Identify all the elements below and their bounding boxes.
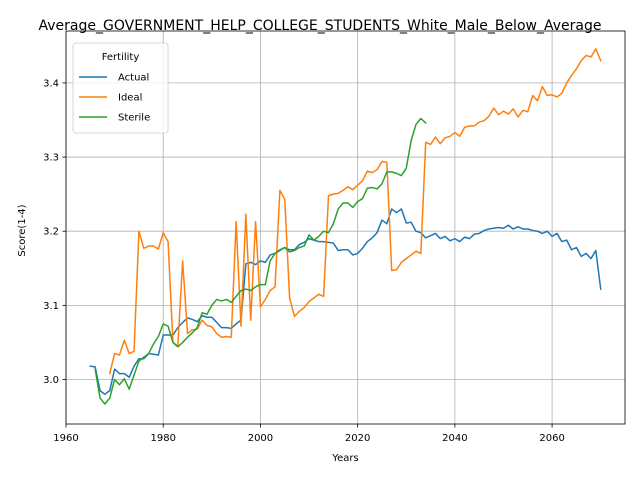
legend-label-actual: Actual [118, 73, 149, 84]
x-tick-label: 1960 [53, 433, 78, 444]
x-tick-label: 2040 [442, 433, 467, 444]
y-tick-label: 3.0 [43, 375, 59, 386]
series-line-ideal [108, 48, 602, 375]
chart-title: Average_GOVERNMENT_HELP_COLLEGE_STUDENTS… [39, 18, 602, 34]
y-axis-label: Score(1-4) [17, 204, 28, 256]
series-line-actual [89, 208, 602, 396]
y-tick-label: 3.4 [43, 78, 59, 89]
x-tick-label: 2060 [539, 433, 564, 444]
x-tick-label: 2020 [345, 433, 370, 444]
y-tick-label: 3.2 [43, 227, 59, 238]
legend-title: Fertility [102, 52, 140, 63]
legend-label-ideal: Ideal [118, 93, 142, 104]
series-line-sterile [94, 117, 427, 405]
x-axis-label: Years [331, 453, 358, 464]
y-tick-label: 3.1 [43, 301, 59, 312]
axes-frame [65, 30, 626, 425]
legend: Fertility Actual Ideal Sterile [72, 42, 169, 134]
axis-ticks: 1960 1980 2000 2020 2040 2060 3.0 3.1 3.2 3.3 3.4 [43, 78, 565, 444]
legend-label-sterile: Sterile [118, 113, 150, 124]
x-tick-label: 1980 [150, 433, 175, 444]
series-layer [89, 48, 602, 405]
x-tick-label: 2000 [248, 433, 273, 444]
y-tick-label: 3.3 [43, 153, 59, 164]
legend-box [72, 42, 169, 134]
